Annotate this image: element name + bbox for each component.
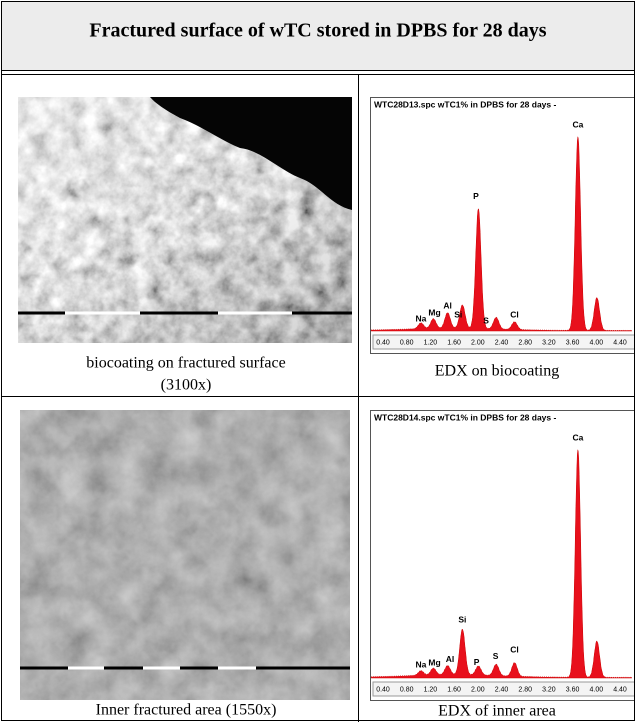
peak-label: Si bbox=[454, 309, 462, 319]
x-tick-label: 1.20 bbox=[424, 339, 438, 346]
header-title: Fractured surface of wTC stored in DPBS … bbox=[89, 20, 546, 42]
spectrum-area bbox=[370, 136, 633, 332]
peak-label: Na bbox=[415, 659, 426, 669]
x-tick-label: 0.40 bbox=[376, 339, 390, 346]
sem-image bbox=[18, 97, 352, 343]
x-tick-label: 2.40 bbox=[495, 339, 509, 346]
peak-label: Mg bbox=[428, 308, 440, 318]
peak-label: S bbox=[483, 315, 489, 325]
x-tick-label: 4.00 bbox=[589, 339, 603, 346]
spectrum-area bbox=[370, 449, 633, 679]
peak-label: Cl bbox=[510, 645, 519, 655]
peak-label: P bbox=[474, 657, 480, 667]
peak-label: Al bbox=[443, 301, 452, 311]
x-tick-label: 1.20 bbox=[424, 686, 438, 693]
sem-image bbox=[20, 410, 350, 700]
peak-label: Al bbox=[446, 654, 455, 664]
x-tick-label: 3.60 bbox=[566, 686, 580, 693]
spectrum-frame bbox=[370, 410, 634, 701]
x-tick-label: 1.60 bbox=[447, 686, 461, 693]
spectrum-caption: EDX of inner area bbox=[438, 703, 556, 720]
x-tick-label: 2.80 bbox=[518, 339, 532, 346]
x-tick-label: 2.00 bbox=[471, 686, 485, 693]
spectrum-frame bbox=[370, 97, 634, 354]
peak-label: Na bbox=[415, 313, 426, 323]
peak-label: S bbox=[493, 651, 499, 661]
x-tick-label: 3.20 bbox=[542, 686, 556, 693]
x-tick-label: 2.80 bbox=[518, 686, 532, 693]
x-tick-label: 4.00 bbox=[589, 686, 603, 693]
edx-spectrum: WTC28D14.spc wTC1% in DPBS for 28 days -… bbox=[370, 410, 634, 701]
edx-spectrum: WTC28D13.spc wTC1% in DPBS for 28 days -… bbox=[370, 97, 634, 354]
spectrum-title: WTC28D14.spc wTC1% in DPBS for 28 days - bbox=[374, 412, 556, 422]
x-tick-label: 4.40 bbox=[613, 339, 627, 346]
peak-label: P bbox=[473, 191, 479, 201]
peak-label: Si bbox=[458, 615, 466, 625]
image-caption: (3100x) bbox=[161, 377, 212, 394]
x-tick-label: 0.40 bbox=[376, 686, 390, 693]
x-tick-label: 3.20 bbox=[542, 339, 556, 346]
spectrum-title: WTC28D13.spc wTC1% in DPBS for 28 days - bbox=[374, 99, 556, 109]
tick-strip bbox=[372, 681, 634, 697]
x-tick-label: 0.80 bbox=[400, 686, 414, 693]
peak-label: Ca bbox=[572, 119, 583, 129]
x-tick-label: 0.80 bbox=[400, 339, 414, 346]
x-tick-label: 2.40 bbox=[495, 686, 509, 693]
x-tick-label: 1.60 bbox=[447, 339, 461, 346]
header-bg bbox=[2, 2, 634, 70]
peak-label: Cl bbox=[510, 309, 519, 319]
peak-label: Ca bbox=[572, 432, 583, 442]
image-caption: biocoating on fractured surface bbox=[86, 355, 285, 372]
spectrum-caption: EDX on biocoating bbox=[435, 363, 559, 380]
image-caption: Inner fractured area (1550x) bbox=[96, 702, 277, 719]
peak-label: Mg bbox=[428, 657, 440, 667]
tick-strip bbox=[372, 334, 634, 350]
x-tick-label: 2.00 bbox=[471, 339, 485, 346]
x-tick-label: 4.40 bbox=[613, 686, 627, 693]
x-tick-label: 3.60 bbox=[566, 339, 580, 346]
